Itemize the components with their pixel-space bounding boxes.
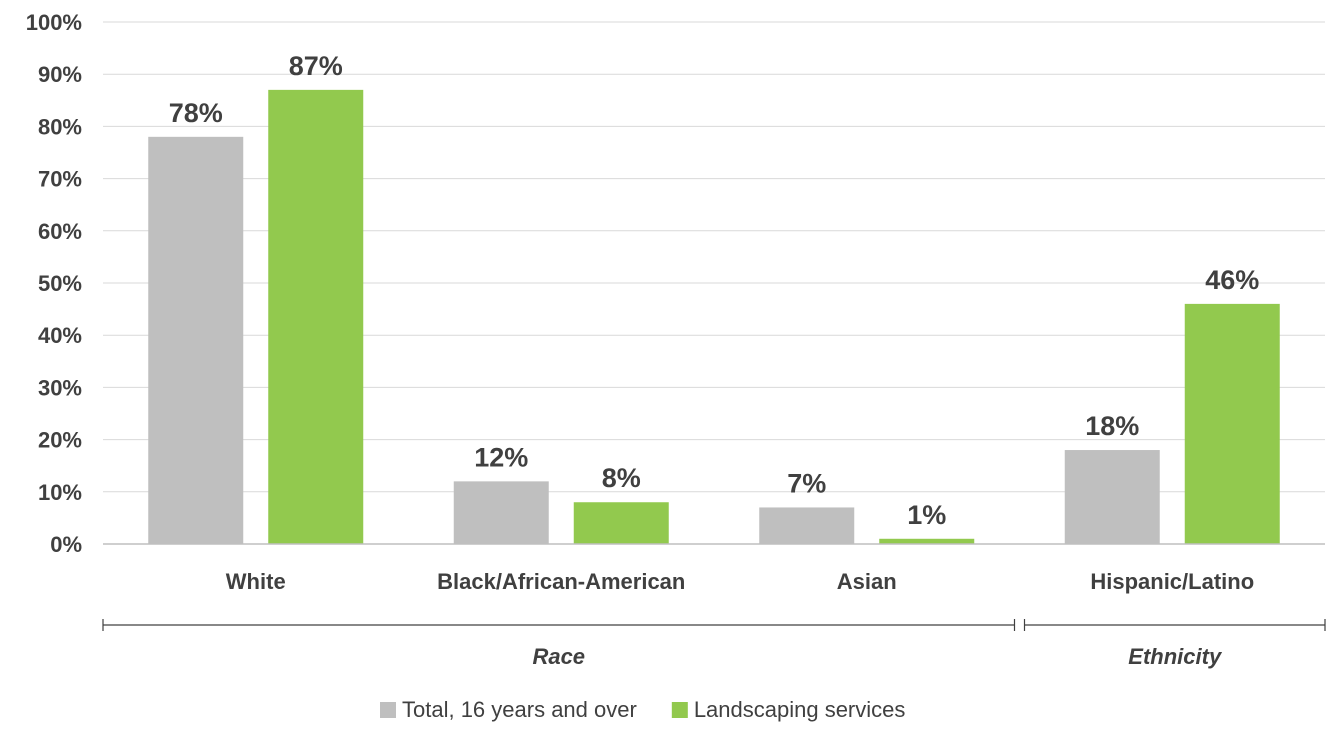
bar <box>1064 450 1160 544</box>
legend-label: Landscaping services <box>694 697 906 722</box>
bar <box>268 89 364 545</box>
y-tick-label: 90% <box>38 62 82 87</box>
data-labels: 78% 87% 12% 8% 7% 1% 18% 46% <box>169 51 1260 530</box>
bar <box>453 481 549 544</box>
data-label: 18% <box>1085 411 1139 441</box>
bar <box>879 538 975 544</box>
y-tick-label: 0% <box>50 532 82 557</box>
legend-swatch <box>380 702 396 718</box>
x-axis: White Black/African-American Asian Hispanic… <box>103 543 1325 594</box>
legend: Total, 16 years and over Landscaping serv… <box>380 697 905 722</box>
bar <box>759 507 855 544</box>
data-label: 7% <box>787 468 826 498</box>
data-label: 12% <box>474 442 528 472</box>
y-tick-label: 80% <box>38 114 82 139</box>
bar <box>573 502 669 544</box>
y-tick-label: 40% <box>38 323 82 348</box>
data-label: 87% <box>289 51 343 81</box>
legend-swatch <box>671 702 688 718</box>
legend-label: Total, 16 years and over <box>402 697 637 722</box>
data-label: 8% <box>602 463 641 493</box>
data-label: 1% <box>907 500 946 530</box>
y-tick-label: 70% <box>38 167 82 192</box>
bars <box>148 89 1280 545</box>
bar <box>1184 303 1280 544</box>
y-tick-label: 30% <box>38 375 82 400</box>
data-label: 78% <box>169 98 223 128</box>
y-axis: 0% 10% 20% 30% 40% 50% 60% 70% 80% 90% 100% <box>26 10 82 557</box>
y-tick-label: 50% <box>38 271 82 296</box>
y-tick-label: 60% <box>38 219 82 244</box>
y-tick-label: 100% <box>26 10 82 35</box>
bar <box>148 136 244 544</box>
y-tick-label: 20% <box>38 428 82 453</box>
group-label: Ethnicity <box>1128 644 1223 669</box>
data-label: 46% <box>1205 265 1259 295</box>
x-category-label: White <box>226 569 286 594</box>
x-category-label: Asian <box>837 569 897 594</box>
y-tick-label: 10% <box>38 480 82 505</box>
x-category-label: Black/African-American <box>437 569 685 594</box>
x-category-label: Hispanic/Latino <box>1090 569 1254 594</box>
group-label: Race <box>532 644 585 669</box>
category-groups: Race Ethnicity <box>102 619 1326 669</box>
